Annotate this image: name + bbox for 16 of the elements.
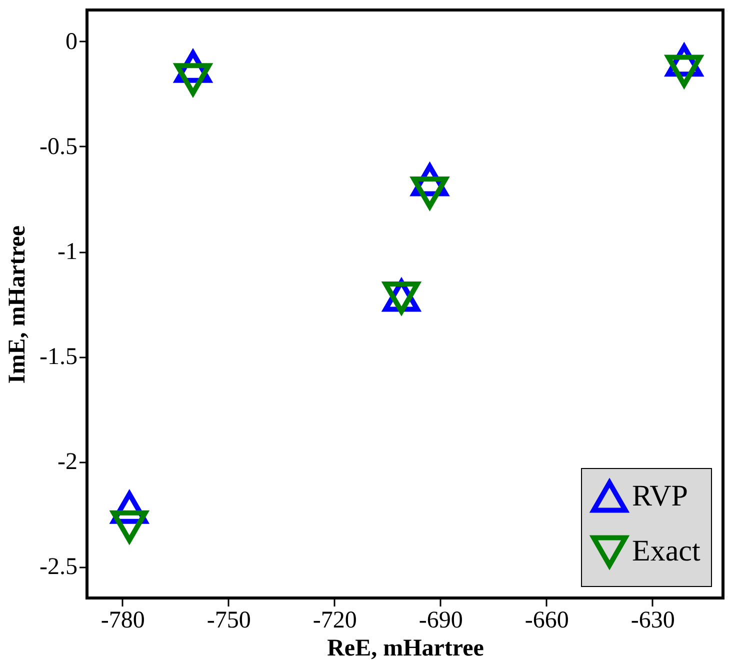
x-tick-label: -780 xyxy=(100,608,145,634)
y-tick-label: -1 xyxy=(58,239,78,265)
x-tick-label: -690 xyxy=(418,608,463,634)
y-axis-title: ImE, mHartree xyxy=(4,225,31,384)
y-tick-label: 0 xyxy=(66,29,78,55)
y-tick-label: -1.5 xyxy=(40,344,78,370)
x-axis-title: ReE, mHartree xyxy=(327,636,484,662)
legend-label: Exact xyxy=(632,534,701,568)
x-tick-label: -660 xyxy=(524,608,569,634)
x-tick-label: -720 xyxy=(312,608,357,634)
x-tick-label: -750 xyxy=(206,608,251,634)
x-tick-label: -630 xyxy=(630,608,675,634)
y-tick-label: -2.5 xyxy=(40,554,78,580)
y-tick-label: -0.5 xyxy=(40,134,78,160)
y-tick-label: -2 xyxy=(58,449,78,475)
legend-label: RVP xyxy=(632,480,688,512)
